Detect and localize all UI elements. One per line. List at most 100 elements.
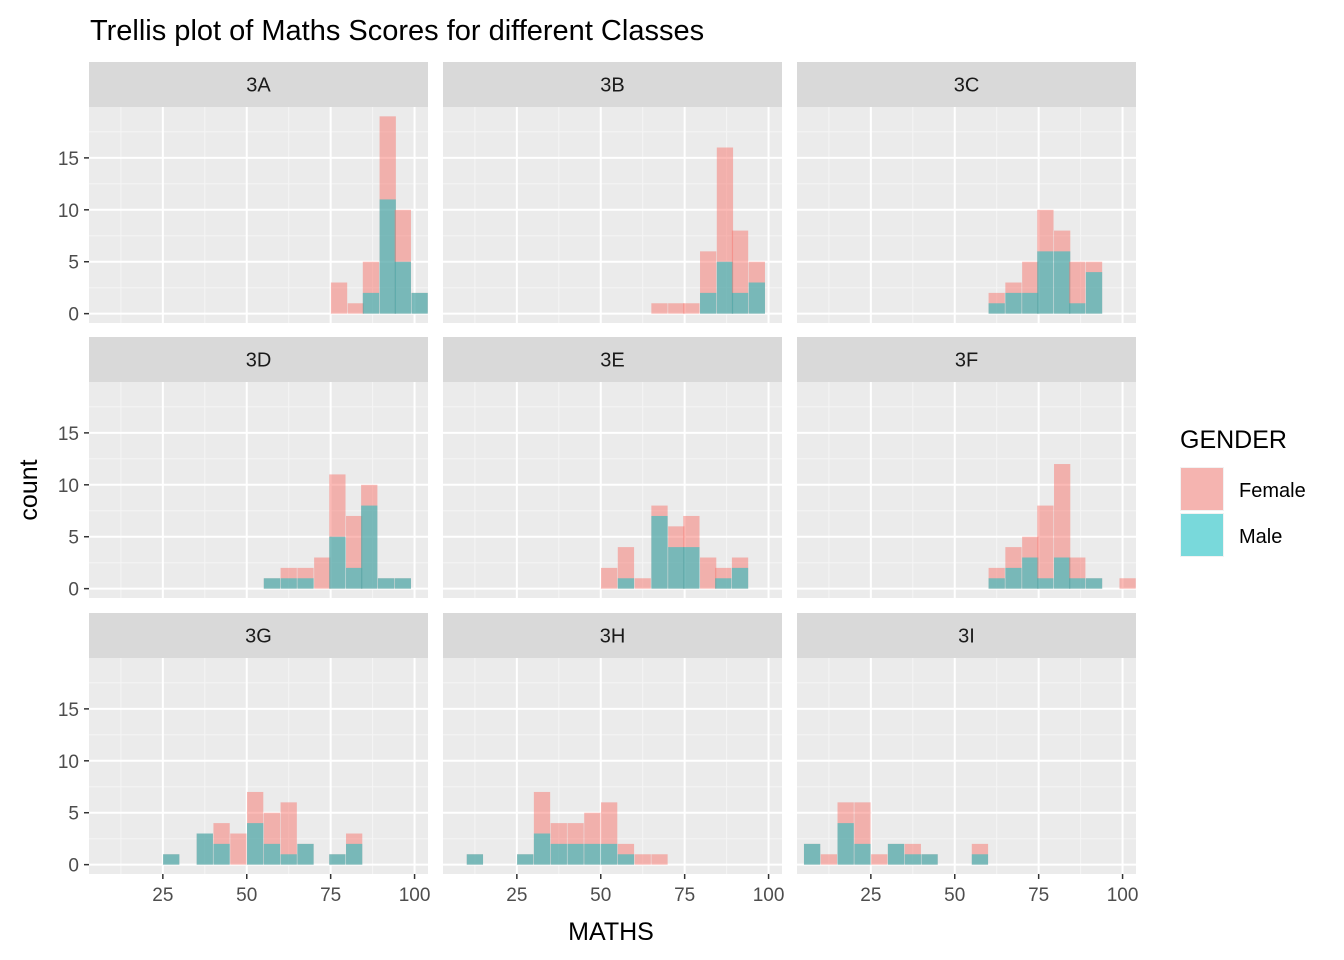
- facet-strip: [89, 62, 428, 107]
- histogram-bar-male: [329, 854, 346, 865]
- x-tick-label: 75: [674, 885, 695, 906]
- x-axis-title: MATHS: [568, 918, 654, 946]
- histogram-bar-male: [379, 199, 396, 314]
- histogram-bar-female: [347, 303, 364, 314]
- histogram-bar-female: [280, 802, 297, 865]
- histogram-bar-female: [634, 854, 651, 865]
- facet-strip: [89, 337, 428, 382]
- facet-strip-label: 3G: [245, 626, 272, 648]
- histogram-bar-male: [346, 843, 363, 865]
- histogram-bar-male: [803, 843, 821, 865]
- y-tick-label: 0: [68, 580, 79, 601]
- y-tick-label: 15: [58, 424, 79, 445]
- histogram-bar-male: [1054, 251, 1071, 314]
- histogram-bar-male: [748, 282, 765, 314]
- legend: GENDER Female Male: [1180, 426, 1306, 557]
- x-tick-label: 75: [1028, 885, 1049, 906]
- histogram-bar-male: [411, 292, 428, 314]
- legend-title: GENDER: [1180, 426, 1287, 454]
- histogram-bar-female: [1069, 261, 1086, 314]
- facet-strip-label: 3E: [600, 350, 624, 372]
- histogram-bar-female: [601, 567, 618, 589]
- histogram-bar-male: [280, 854, 297, 865]
- histogram-bar-male: [700, 292, 717, 314]
- x-axes: 25 50 75 100 25 50 75 100 25 50 75 100: [152, 874, 1138, 906]
- histogram-bar-male: [887, 843, 905, 865]
- histogram-bar-male: [361, 505, 378, 589]
- facet-panel-3e: 3E: [443, 337, 782, 598]
- histogram-bar-male: [196, 833, 213, 865]
- histogram-bar-male: [394, 261, 411, 314]
- histogram-bar-female: [871, 854, 888, 865]
- histogram-bar-male: [394, 578, 411, 589]
- histogram-bar-male: [163, 854, 180, 865]
- histogram-bar-female: [683, 303, 700, 314]
- facet-panel-3c: 3C: [797, 62, 1136, 323]
- histogram-bar-female: [230, 833, 247, 865]
- y-tick-label: 15: [58, 700, 79, 721]
- histogram-bar-male: [854, 843, 871, 865]
- histogram-bar-male: [715, 578, 732, 589]
- histogram-bar-male: [213, 843, 230, 865]
- histogram-bar-female: [314, 557, 331, 589]
- x-tick-label: 25: [506, 885, 527, 906]
- facet-strip: [797, 337, 1136, 382]
- histogram-bar-male: [263, 843, 281, 865]
- histogram-bar-female: [1119, 578, 1136, 589]
- histogram-bar-female: [700, 557, 717, 589]
- facet-strip-label: 3A: [246, 75, 271, 97]
- y-tick-label: 10: [58, 201, 79, 222]
- histogram-bar-male: [1069, 578, 1086, 589]
- facet-panel-3f: 3F: [797, 337, 1136, 598]
- histogram-bar-male: [377, 578, 395, 589]
- facet-strip: [443, 62, 782, 107]
- histogram-bar-male: [1037, 251, 1054, 314]
- histogram-bar-female: [1037, 505, 1054, 589]
- y-axes: 0 5 10 15 0 5 10 15 0 5 10 15: [58, 149, 89, 877]
- y-tick-label: 5: [68, 253, 79, 274]
- y-tick-label: 5: [68, 528, 79, 549]
- histogram-bar-male: [617, 578, 635, 589]
- histogram-bar-female: [634, 578, 651, 589]
- x-tick-label: 75: [320, 885, 341, 906]
- facet-panel-3d: 3D: [89, 337, 428, 598]
- facet-panel-3h: 3H: [443, 613, 782, 874]
- histogram-bar-male: [1085, 578, 1103, 589]
- histogram-bar-male: [1069, 303, 1086, 314]
- histogram-bar-male: [533, 833, 551, 865]
- histogram-bar-male: [1022, 557, 1039, 589]
- y-axis-title: count: [15, 459, 43, 520]
- histogram-bar-male: [297, 578, 314, 589]
- histogram-bar-male: [263, 578, 281, 589]
- legend-label-male: Male: [1239, 526, 1282, 548]
- histogram-bar-female: [668, 303, 685, 314]
- histogram-bar-male: [921, 854, 938, 865]
- y-tick-label: 0: [68, 305, 79, 326]
- panel-background: [443, 382, 782, 598]
- y-tick-label: 10: [58, 752, 79, 773]
- histogram-bar-male: [668, 547, 685, 589]
- histogram-bar-female: [330, 282, 348, 314]
- histogram-bar-male: [601, 843, 618, 865]
- facet-strip-label: 3F: [955, 350, 978, 372]
- histogram-bar-female: [820, 854, 838, 865]
- histogram-bar-male: [466, 854, 484, 865]
- histogram-bar-male: [567, 843, 584, 865]
- histogram-bar-female: [651, 303, 668, 314]
- facet-strip-label: 3D: [246, 350, 272, 372]
- x-tick-label: 25: [152, 885, 173, 906]
- x-tick-label: 100: [399, 885, 431, 906]
- facet-strip-label: 3B: [600, 75, 624, 97]
- histogram-bar-male: [837, 823, 854, 865]
- facet-strip: [443, 613, 782, 658]
- histogram-bar-male: [1085, 272, 1103, 314]
- facet-panel-3g: 3G: [89, 613, 428, 874]
- facet-strip: [89, 613, 428, 658]
- histogram-bar-female: [651, 854, 668, 865]
- facet-strip-label: 3I: [958, 626, 975, 648]
- facet-strip: [797, 613, 1136, 658]
- histogram-bar-male: [1005, 567, 1022, 589]
- histogram-bar-male: [346, 567, 363, 589]
- histogram-bar-female: [617, 547, 635, 589]
